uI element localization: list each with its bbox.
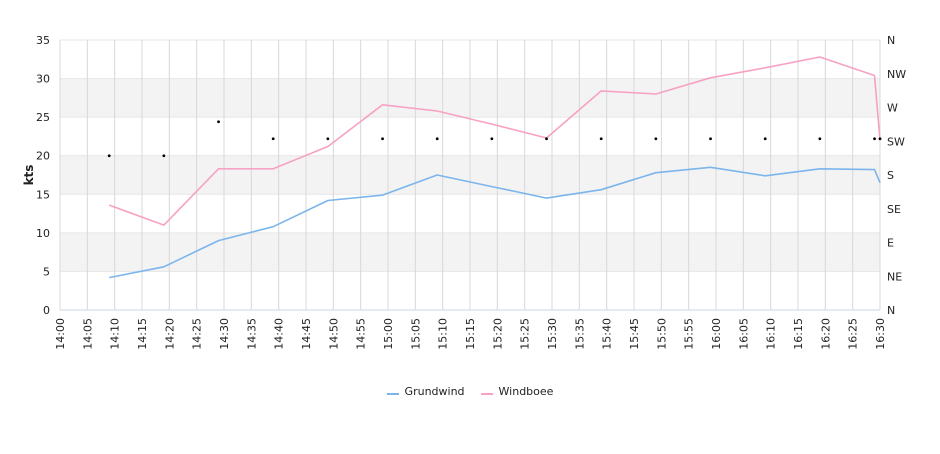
x-tick-label: 14:25 xyxy=(191,318,204,350)
y-axis-label: kts xyxy=(22,165,36,186)
right-axis-label: NW xyxy=(887,68,906,81)
x-tick-label: 15:45 xyxy=(628,318,641,350)
right-axis-label: N xyxy=(887,304,895,317)
x-tick-label: 14:10 xyxy=(109,318,122,350)
direction-dot xyxy=(818,137,822,141)
direction-dot xyxy=(599,137,603,141)
right-axis-label: W xyxy=(887,102,898,115)
direction-dot xyxy=(217,120,220,124)
right-axis-label: SE xyxy=(887,203,901,216)
direction-dot xyxy=(545,137,548,141)
y-tick-label: 25 xyxy=(36,111,50,124)
right-axis-label: S xyxy=(887,169,894,182)
x-tick-label: 14:35 xyxy=(245,318,258,350)
y-tick-label: 20 xyxy=(36,150,50,163)
x-tick-label: 16:10 xyxy=(765,318,778,350)
direction-dot xyxy=(435,137,439,141)
right-axis-label: SW xyxy=(887,135,905,148)
x-tick-label: 16:30 xyxy=(874,318,887,350)
x-tick-label: 16:05 xyxy=(737,318,750,350)
legend-label: Windboee xyxy=(498,385,554,398)
legend-label: Grundwind xyxy=(404,385,465,398)
direction-dot xyxy=(878,137,882,141)
legend-swatch xyxy=(480,392,493,395)
direction-dot xyxy=(709,137,712,141)
x-tick-label: 15:50 xyxy=(655,318,668,350)
x-tick-label: 15:55 xyxy=(683,318,696,350)
x-tick-label: 14:50 xyxy=(327,318,340,350)
y-tick-label: 15 xyxy=(36,188,50,201)
x-tick-label: 15:35 xyxy=(573,318,586,350)
direction-dot xyxy=(763,137,767,141)
direction-dot xyxy=(490,137,494,141)
direction-dot xyxy=(162,154,166,158)
y-tick-label: 0 xyxy=(43,304,50,317)
x-tick-label: 16:00 xyxy=(710,318,723,350)
direction-dot xyxy=(271,137,275,141)
x-tick-label: 15:25 xyxy=(519,318,532,350)
right-axis-label: NE xyxy=(887,270,902,283)
x-tick-label: 15:40 xyxy=(601,318,614,350)
legend-item-windboee[interactable]: Windboee xyxy=(480,385,554,398)
x-tick-label: 15:30 xyxy=(546,318,559,350)
x-tick-label: 15:20 xyxy=(491,318,504,350)
x-tick-label: 15:05 xyxy=(409,318,422,350)
direction-dot xyxy=(873,137,876,141)
series-line-grundwind xyxy=(109,166,881,279)
direction-dot xyxy=(107,154,111,158)
direction-dot xyxy=(654,137,658,141)
y-tick-label: 5 xyxy=(43,265,50,278)
x-tick-label: 14:00 xyxy=(54,318,67,350)
chart-legend: Grundwind Windboee xyxy=(0,385,940,398)
direction-dot xyxy=(326,137,330,141)
x-tick-label: 16:25 xyxy=(847,318,860,350)
right-axis-label: E xyxy=(887,237,894,250)
x-tick-label: 14:55 xyxy=(355,318,368,350)
x-tick-label: 15:00 xyxy=(382,318,395,350)
right-axis-label: N xyxy=(887,34,895,47)
x-tick-label: 16:20 xyxy=(819,318,832,350)
y-tick-label: 10 xyxy=(36,227,50,240)
x-tick-label: 16:15 xyxy=(792,318,805,350)
y-tick-label: 35 xyxy=(36,34,50,47)
x-tick-label: 14:20 xyxy=(163,318,176,350)
x-tick-label: 14:05 xyxy=(81,318,94,350)
x-tick-label: 14:15 xyxy=(136,318,149,350)
x-tick-label: 14:30 xyxy=(218,318,231,350)
legend-item-grundwind[interactable]: Grundwind xyxy=(386,385,465,398)
series-line-windboee xyxy=(108,56,881,226)
legend-swatch xyxy=(386,392,399,395)
x-tick-label: 15:10 xyxy=(437,318,450,350)
x-tick-label: 14:40 xyxy=(273,318,286,350)
y-tick-label: 30 xyxy=(36,73,50,86)
direction-dot xyxy=(381,137,384,141)
x-tick-label: 14:45 xyxy=(300,318,313,350)
x-tick-label: 15:15 xyxy=(464,318,477,350)
